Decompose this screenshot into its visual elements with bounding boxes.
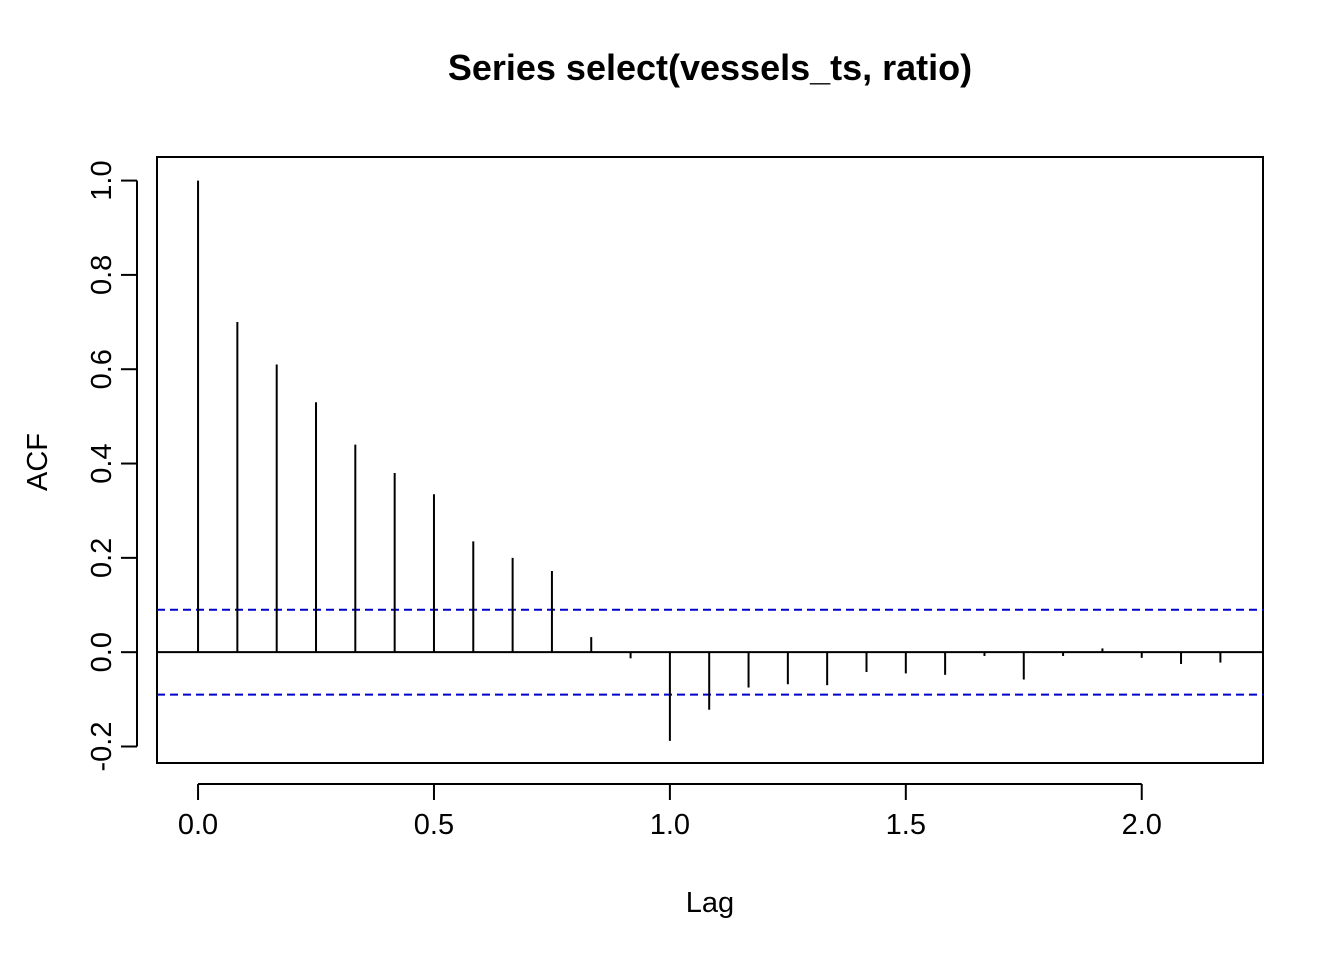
y-axis-label: ACF bbox=[22, 433, 54, 491]
y-tick-label: -0.2 bbox=[86, 722, 118, 772]
chart-title: Series select(vessels_ts, ratio) bbox=[448, 47, 972, 88]
y-tick-label: 0.0 bbox=[86, 632, 118, 672]
x-tick-label: 0.5 bbox=[414, 809, 454, 841]
y-tick-label: 0.8 bbox=[86, 255, 118, 295]
y-axis: -0.2 0.0 0.2 0.4 0.6 0.8 1.0 bbox=[86, 160, 138, 772]
x-axis: 0.0 0.5 1.0 1.5 2.0 bbox=[178, 783, 1162, 841]
acf-spikes bbox=[197, 180, 1222, 741]
x-axis-label: Lag bbox=[686, 887, 734, 919]
x-tick-label: 2.0 bbox=[1122, 809, 1162, 841]
x-tick-label: 0.0 bbox=[178, 809, 218, 841]
x-tick-label: 1.5 bbox=[886, 809, 926, 841]
y-tick-label: 0.2 bbox=[86, 538, 118, 578]
y-tick-label: 0.4 bbox=[86, 443, 118, 483]
y-tick-label: 1.0 bbox=[86, 160, 118, 200]
plot-frame bbox=[156, 156, 1264, 764]
y-tick-label: 0.6 bbox=[86, 349, 118, 389]
x-tick-label: 1.0 bbox=[650, 809, 690, 841]
